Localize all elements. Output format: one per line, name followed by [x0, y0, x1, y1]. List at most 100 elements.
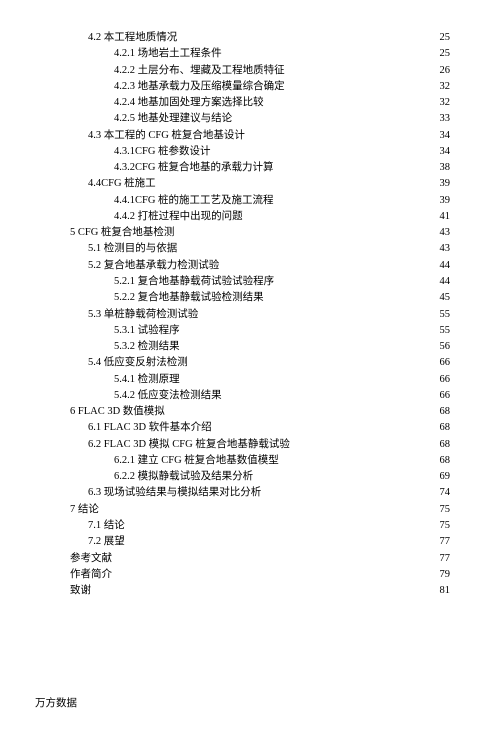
toc-label: 4.2 本工程地质情况	[88, 30, 177, 46]
toc-entry: 4.4.2 打桩过程中出现的问题 41	[70, 209, 450, 225]
toc-page-number: 38	[440, 160, 451, 176]
toc-label: 7.1 结论	[88, 518, 125, 534]
toc-page-number: 68	[440, 453, 451, 469]
toc-entry: 7.2 展望 77	[70, 534, 450, 550]
toc-entry: 致谢 81	[70, 583, 450, 599]
toc-entry: 4.3.2CFG 桩复合地基的承载力计算 38	[70, 160, 450, 176]
toc-page-number: 81	[440, 583, 451, 599]
toc-label: 4.2.4 地基加固处理方案选择比较	[114, 95, 264, 111]
toc-entry: 4.2.1 场地岩土工程条件 25	[70, 46, 450, 62]
toc-label: 4.3.1CFG 桩参数设计	[114, 144, 211, 160]
toc-label: 5.4.1 检测原理	[114, 372, 180, 388]
toc-label: 6.2.1 建立 CFG 桩复合地基数值模型	[114, 453, 279, 469]
toc-page-number: 75	[440, 502, 451, 518]
toc-page-number: 45	[440, 290, 451, 306]
toc-page-number: 44	[440, 274, 451, 290]
toc-page-number: 43	[440, 241, 451, 257]
footer-source: 万方数据	[35, 695, 77, 710]
toc-label: 5.2.1 复合地基静载荷试验试验程序	[114, 274, 274, 290]
toc-entry: 5.4 低应变反射法检测 66	[70, 355, 450, 371]
toc-entry: 5 CFG 桩复合地基检测 43	[70, 225, 450, 241]
toc-page-number: 68	[440, 404, 451, 420]
toc-label: 4.4.2 打桩过程中出现的问题	[114, 209, 243, 225]
toc-page-number: 43	[440, 225, 451, 241]
toc-page-number: 39	[440, 193, 451, 209]
toc-label: 参考文献	[70, 551, 112, 567]
toc-page-number: 32	[440, 79, 451, 95]
toc-entry: 4.2.3 地基承载力及压缩模量综合确定 32	[70, 79, 450, 95]
toc-label: 7.2 展望	[88, 534, 125, 550]
toc-entry: 7.1 结论 75	[70, 518, 450, 534]
toc-entry: 5.2.1 复合地基静载荷试验试验程序 44	[70, 274, 450, 290]
toc-entry: 4.2.4 地基加固处理方案选择比较 32	[70, 95, 450, 111]
toc-entry: 5.3.2 检测结果56	[70, 339, 450, 355]
toc-label: 5.3 单桩静载荷检测试验	[88, 307, 198, 323]
toc-list: 4.2 本工程地质情况254.2.1 场地岩土工程条件254.2.2 土层分布、…	[70, 30, 450, 599]
toc-entry: 5.2.2 复合地基静载试验检测结果 45	[70, 290, 450, 306]
toc-entry: 4.4CFG 桩施工 39	[70, 176, 450, 192]
toc-page-number: 44	[440, 258, 451, 274]
toc-label: 6.2 FLAC 3D 模拟 CFG 桩复合地基静载试验	[88, 437, 290, 453]
toc-entry: 4.2.5 地基处理建议与结论 33	[70, 111, 450, 127]
toc-label: 5.3.1 试验程序	[114, 323, 180, 339]
toc-page-number: 25	[440, 46, 451, 62]
toc-entry: 作者简介 79	[70, 567, 450, 583]
toc-label: 6 FLAC 3D 数值模拟	[70, 404, 165, 420]
toc-page-number: 74	[440, 485, 451, 501]
toc-page-number: 77	[440, 551, 451, 567]
toc-label: 5 CFG 桩复合地基检测	[70, 225, 174, 241]
toc-entry: 4.2.2 土层分布、埋藏及工程地质特征26	[70, 63, 450, 79]
toc-page-number: 68	[440, 437, 451, 453]
toc-label: 致谢	[70, 583, 91, 599]
toc-page-number: 75	[440, 518, 451, 534]
toc-page-number: 66	[440, 355, 451, 371]
toc-entry: 4.3 本工程的 CFG 桩复合地基设计34	[70, 128, 450, 144]
toc-page-number: 33	[440, 111, 451, 127]
toc-page-number: 32	[440, 95, 451, 111]
toc-page-number: 55	[440, 323, 451, 339]
toc-entry: 5.3 单桩静载荷检测试验 55	[70, 307, 450, 323]
toc-label: 5.1 检测目的与依据	[88, 241, 177, 257]
toc-label: 作者简介	[70, 567, 112, 583]
toc-label: 6.1 FLAC 3D 软件基本介绍	[88, 420, 212, 436]
toc-page-number: 68	[440, 420, 451, 436]
toc-page-number: 55	[440, 307, 451, 323]
toc-entry: 4.3.1CFG 桩参数设计 34	[70, 144, 450, 160]
toc-entry: 4.4.1CFG 桩的施工工艺及施工流程 39	[70, 193, 450, 209]
toc-page-number: 77	[440, 534, 451, 550]
toc-entry: 5.2 复合地基承载力检测试验 44	[70, 258, 450, 274]
toc-label: 4.4.1CFG 桩的施工工艺及施工流程	[114, 193, 274, 209]
toc-page-number: 34	[440, 144, 451, 160]
toc-entry: 7 结论 75	[70, 502, 450, 518]
toc-label: 5.2.2 复合地基静载试验检测结果	[114, 290, 264, 306]
toc-label: 4.2.1 场地岩土工程条件	[114, 46, 222, 62]
toc-label: 5.2 复合地基承载力检测试验	[88, 258, 219, 274]
toc-entry: 5.4.1 检测原理66	[70, 372, 450, 388]
toc-page-number: 41	[440, 209, 451, 225]
toc-page-number: 69	[440, 469, 451, 485]
toc-page-number: 79	[440, 567, 451, 583]
toc-page-number: 39	[440, 176, 451, 192]
toc-label: 5.4.2 低应变法检测结果	[114, 388, 222, 404]
toc-label: 4.4CFG 桩施工	[88, 176, 156, 192]
toc-page: 4.2 本工程地质情况254.2.1 场地岩土工程条件254.2.2 土层分布、…	[0, 0, 500, 609]
toc-entry: 5.3.1 试验程序 55	[70, 323, 450, 339]
toc-label: 4.3.2CFG 桩复合地基的承载力计算	[114, 160, 274, 176]
toc-entry: 6 FLAC 3D 数值模拟 68	[70, 404, 450, 420]
toc-entry: 6.1 FLAC 3D 软件基本介绍 68	[70, 420, 450, 436]
toc-label: 5.4 低应变反射法检测	[88, 355, 188, 371]
toc-entry: 5.1 检测目的与依据 43	[70, 241, 450, 257]
toc-entry: 参考文献 77	[70, 551, 450, 567]
toc-page-number: 25	[440, 30, 451, 46]
toc-label: 7 结论	[70, 502, 99, 518]
toc-label: 4.2.3 地基承载力及压缩模量综合确定	[114, 79, 285, 95]
toc-label: 4.3 本工程的 CFG 桩复合地基设计	[88, 128, 245, 144]
toc-label: 6.3 现场试验结果与模拟结果对比分析	[88, 485, 261, 501]
toc-page-number: 56	[440, 339, 451, 355]
toc-label: 4.2.5 地基处理建议与结论	[114, 111, 232, 127]
toc-page-number: 66	[440, 388, 451, 404]
toc-page-number: 26	[440, 63, 451, 79]
toc-entry: 5.4.2 低应变法检测结果 66	[70, 388, 450, 404]
toc-entry: 6.2.1 建立 CFG 桩复合地基数值模型 68	[70, 453, 450, 469]
toc-entry: 6.2.2 模拟静载试验及结果分析69	[70, 469, 450, 485]
